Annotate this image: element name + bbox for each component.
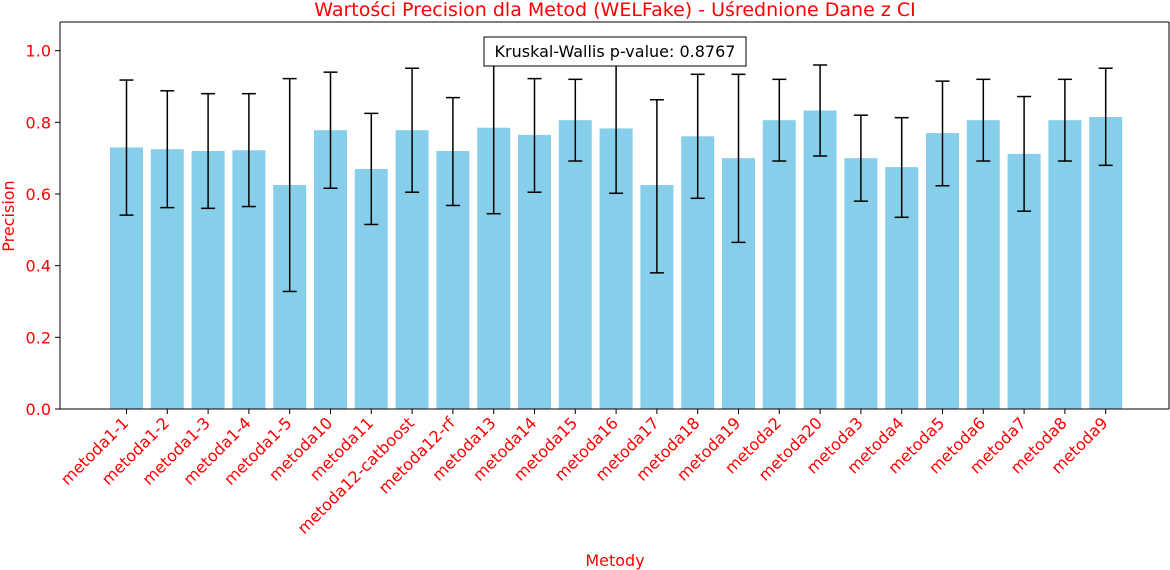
y-tick-label: 0.0 (26, 400, 51, 419)
y-tick-label: 1.0 (26, 42, 51, 61)
bar-metoda2 (762, 120, 796, 409)
x-ticks-group: metoda1-1metoda1-2metoda1-3metoda1-4meto… (57, 409, 1112, 538)
annotation-frame (483, 36, 747, 67)
bar-metoda8 (1048, 120, 1082, 409)
bar-metoda6 (966, 120, 1000, 409)
y-tick-label: 0.2 (26, 328, 51, 347)
annotation-text: Kruskal-Wallis p-value: 0.8767 (495, 42, 736, 61)
annotation-box: Kruskal-Wallis p-value: 0.8767 (483, 36, 747, 67)
y-tick-label: 0.8 (26, 113, 51, 132)
y-tick-label: 0.6 (26, 185, 51, 204)
y-tick-label: 0.4 (26, 257, 51, 276)
bar-metoda20 (803, 110, 837, 409)
x-axis-label: Metody (585, 551, 644, 570)
chart-title: Wartości Precision dla Metod (WELFake) -… (314, 0, 915, 21)
y-axis-label: Precision (0, 180, 18, 251)
bars-group (110, 110, 1123, 410)
bar-metoda15 (558, 120, 592, 409)
y-ticks-group: 0.0 0.2 0.4 0.6 0.8 1.0 (26, 42, 60, 419)
errorbars-group (119, 40, 1113, 293)
